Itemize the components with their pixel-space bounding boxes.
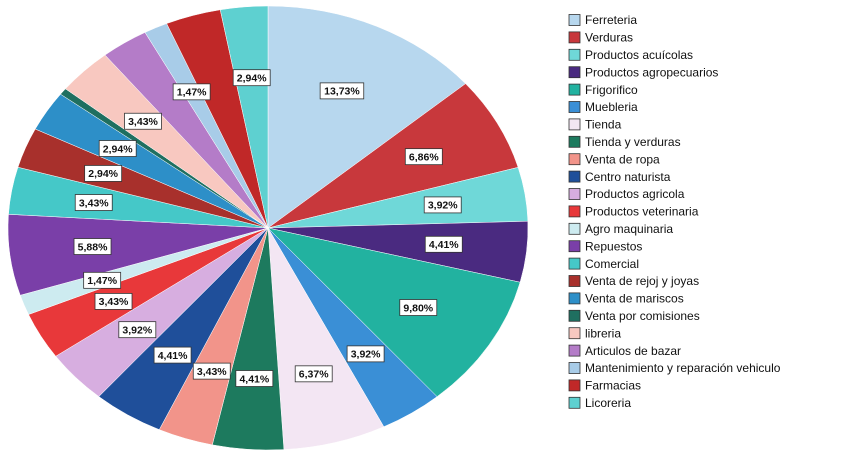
- legend-label: Productos veterinaria: [585, 205, 699, 219]
- legend-label: Articulos de bazar: [585, 344, 681, 358]
- value-label-box: [98, 140, 137, 157]
- value-label-box: [294, 365, 333, 383]
- value-label: 2,94%: [88, 168, 118, 180]
- legend-swatch: [568, 275, 581, 287]
- legend-swatch: [568, 362, 581, 374]
- legend-label: Productos acuícolas: [585, 48, 693, 62]
- value-label: 3,43%: [99, 296, 129, 308]
- value-label: 3,43%: [197, 366, 227, 378]
- value-label-box: [94, 293, 133, 310]
- value-label-box: [399, 299, 438, 316]
- value-label: 1,47%: [177, 87, 207, 99]
- value-label: 3,92%: [351, 349, 381, 361]
- legend-label: Muebleria: [585, 100, 638, 114]
- legend-swatch: [568, 31, 581, 44]
- legend-swatch: [568, 170, 581, 183]
- legend-label: libreria: [585, 326, 621, 340]
- legend-swatch: [568, 83, 581, 96]
- value-label-box: [84, 165, 123, 182]
- value-label-box: [235, 370, 274, 387]
- value-label: 9,80%: [403, 302, 433, 314]
- pie-slice: [219, 5, 269, 229]
- legend-label: Agro maquinaria: [585, 222, 673, 236]
- value-label-box: [232, 69, 271, 87]
- value-label: 6,37%: [299, 369, 329, 381]
- legend-label: Repuestos: [585, 239, 642, 253]
- legend-swatch: [568, 14, 581, 26]
- legend-label: Frigorifico: [585, 83, 638, 97]
- value-label: 3,43%: [128, 116, 158, 128]
- value-label: 6,86%: [409, 151, 439, 163]
- value-label: 4,41%: [429, 239, 459, 251]
- value-label-box: [424, 235, 463, 253]
- legend-label: Venta de ropa: [585, 152, 660, 166]
- value-label-box: [73, 238, 112, 255]
- legend-swatch: [568, 240, 581, 253]
- value-label: 2,94%: [103, 143, 133, 155]
- pie-slice: [267, 227, 521, 397]
- legend-label: Venta de mariscos: [585, 292, 684, 306]
- legend-swatch: [568, 344, 581, 357]
- value-label-box: [83, 271, 122, 289]
- legend-swatch: [568, 188, 581, 200]
- legend-label: Farmacias: [585, 379, 641, 393]
- legend-label: Venta por comisiones: [585, 309, 700, 323]
- legend-swatch: [568, 379, 581, 392]
- value-label-box: [319, 82, 365, 100]
- legend-swatch: [568, 153, 581, 166]
- legend-swatch: [568, 118, 581, 131]
- value-label: 3,92%: [122, 324, 152, 336]
- value-label-box: [346, 345, 385, 363]
- value-label-box: [172, 83, 211, 101]
- value-label: 1,47%: [87, 275, 117, 287]
- value-label-box: [192, 362, 231, 380]
- legend-swatch: [568, 396, 581, 409]
- value-label: 3,92%: [428, 200, 458, 212]
- value-label: 3,43%: [79, 197, 109, 209]
- value-label: 4,41%: [158, 350, 188, 362]
- pie-slice: [267, 5, 466, 229]
- value-label-box: [153, 346, 192, 364]
- value-label-box: [118, 321, 157, 339]
- legend-label: Comercial: [585, 257, 639, 271]
- value-label: 2,94%: [237, 72, 267, 84]
- pie-slice: [267, 83, 519, 229]
- legend-label: Productos agricola: [585, 187, 685, 201]
- legend-swatch: [568, 135, 581, 148]
- legend-label: Verduras: [585, 31, 633, 45]
- legend-swatch: [568, 66, 581, 79]
- value-label: 4,41%: [239, 373, 269, 385]
- legend-swatch: [568, 292, 581, 305]
- legend-swatch: [568, 101, 581, 113]
- legend-swatch: [568, 222, 581, 235]
- legend-swatch: [568, 257, 581, 270]
- legend-label: Ferreteria: [585, 13, 637, 27]
- legend-label: Mantenimiento y reparación vehiculo: [585, 361, 781, 375]
- legend-label: Licoreria: [585, 396, 631, 410]
- legend-swatch: [568, 205, 581, 218]
- value-label-box: [124, 112, 162, 130]
- legend-label: Venta de rejoj y joyas: [585, 274, 699, 288]
- value-label: 13,73%: [324, 86, 360, 98]
- legend-swatch: [568, 309, 581, 322]
- legend-label: Tienda y verduras: [585, 135, 681, 149]
- value-label: 5,88%: [78, 241, 108, 253]
- legend-label: Centro naturista: [585, 170, 671, 184]
- legend-label: Tienda: [585, 118, 622, 132]
- legend-swatch: [568, 327, 581, 340]
- legend-label: Productos agropecuarios: [585, 65, 718, 79]
- value-label-box: [404, 148, 443, 166]
- value-label-box: [74, 194, 113, 211]
- legend-swatch: [568, 48, 581, 61]
- value-label-box: [423, 196, 462, 214]
